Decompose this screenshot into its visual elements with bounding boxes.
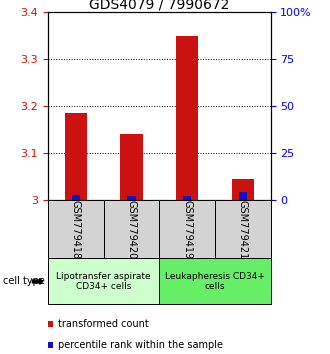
Bar <box>127 196 136 200</box>
Text: transformed count: transformed count <box>57 319 148 329</box>
Bar <box>159 200 215 258</box>
Bar <box>104 200 159 258</box>
Bar <box>232 179 254 200</box>
Bar <box>48 200 104 258</box>
Text: GSM779419: GSM779419 <box>182 200 192 259</box>
Bar <box>159 258 271 304</box>
Bar <box>72 195 80 200</box>
Bar <box>239 192 247 200</box>
Bar <box>65 113 87 200</box>
Text: Leukapheresis CD34+
cells: Leukapheresis CD34+ cells <box>165 272 265 291</box>
Text: cell type: cell type <box>3 276 45 286</box>
Bar <box>120 135 143 200</box>
Text: GSM779420: GSM779420 <box>126 200 136 259</box>
Bar <box>183 196 191 200</box>
Bar <box>176 36 198 200</box>
Text: Lipotransfer aspirate
CD34+ cells: Lipotransfer aspirate CD34+ cells <box>56 272 151 291</box>
Bar <box>48 258 159 304</box>
Bar <box>215 200 271 258</box>
Text: GSM779421: GSM779421 <box>238 200 248 259</box>
Title: GDS4079 / 7990672: GDS4079 / 7990672 <box>89 0 229 11</box>
Text: GSM779418: GSM779418 <box>71 200 81 259</box>
Text: percentile rank within the sample: percentile rank within the sample <box>57 340 222 350</box>
